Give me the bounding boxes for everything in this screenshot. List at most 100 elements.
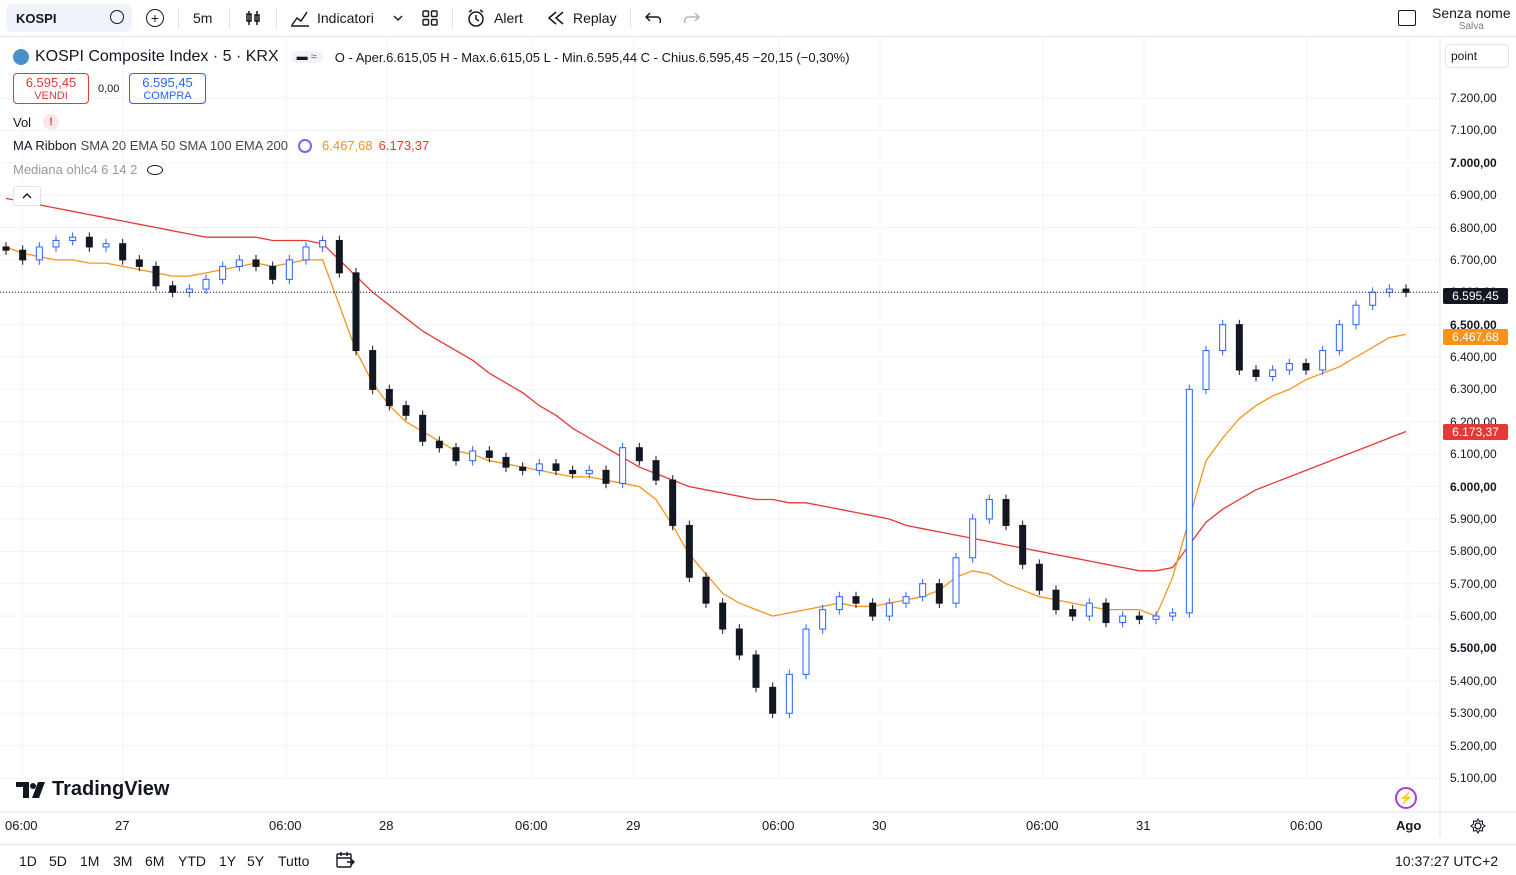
- alert-button[interactable]: Alert: [466, 4, 523, 32]
- buy-label: COMPRA: [143, 90, 192, 102]
- candle-body: [835, 596, 843, 611]
- range-button[interactable]: 6M: [145, 853, 165, 869]
- range-button[interactable]: Tutto: [278, 853, 310, 869]
- candle-body: [35, 246, 43, 261]
- price-axis-label: 5.400,00: [1450, 673, 1497, 688]
- chevron-up-icon: [22, 193, 32, 199]
- candle-body: [652, 460, 660, 481]
- replay-button[interactable]: Replay: [547, 4, 617, 32]
- plus-circle-icon: +: [146, 9, 164, 27]
- candle-body: [1052, 589, 1060, 611]
- add-symbol-button[interactable]: +: [144, 4, 166, 32]
- range-button[interactable]: 1D: [19, 853, 37, 869]
- indicator-templates-dropdown[interactable]: [393, 4, 403, 32]
- gear-icon: [1470, 817, 1486, 835]
- time-axis-label: 06:00: [762, 818, 795, 833]
- spread-value: 0,00: [98, 83, 120, 95]
- range-button[interactable]: 1M: [80, 853, 100, 869]
- ma-value-ema: 6.467,68: [322, 138, 373, 153]
- redo-button[interactable]: [682, 4, 700, 32]
- candle-body: [635, 447, 643, 462]
- indicators-icon: [291, 11, 309, 27]
- time-axis-label: Ago: [1396, 818, 1422, 833]
- candle-body: [885, 602, 893, 617]
- candle-body: [285, 259, 293, 280]
- time-axis-settings-button[interactable]: [1470, 817, 1486, 839]
- candle-body: [152, 265, 160, 287]
- time-axis-label: 06:00: [5, 818, 38, 833]
- candle-body: [2, 246, 10, 251]
- chevron-down-icon: [393, 15, 403, 21]
- range-button[interactable]: 1Y: [219, 853, 237, 869]
- goto-date-button[interactable]: [335, 851, 355, 874]
- clock[interactable]: 10:37:27 UTC+2: [1395, 853, 1499, 869]
- warning-icon[interactable]: !: [43, 114, 60, 130]
- candle-body: [1102, 602, 1110, 624]
- settings-icon[interactable]: [110, 10, 124, 24]
- candle-body: [1135, 615, 1143, 620]
- brand-label: TradingView: [52, 778, 170, 800]
- alert-label: Alert: [494, 10, 523, 26]
- lightning-icon[interactable]: ⚡: [1395, 787, 1417, 809]
- time-axis-label: 27: [115, 818, 130, 833]
- candle-body: [552, 463, 560, 471]
- candle-body: [385, 388, 393, 407]
- candle-body: [1302, 363, 1310, 371]
- price-axis-label: 5.600,00: [1450, 609, 1497, 624]
- interval-button[interactable]: 5m: [193, 4, 212, 32]
- ohlc-toggle[interactable]: ▬ ≈: [290, 51, 323, 63]
- candle-body: [1352, 304, 1360, 326]
- candle-body: [435, 440, 443, 449]
- candle-body: [819, 609, 827, 630]
- legend-median[interactable]: Mediana ohlc4 6 14 2: [13, 162, 164, 177]
- buy-button[interactable]: 6.595,45 COMPRA: [129, 73, 206, 104]
- candle-body: [1219, 324, 1227, 352]
- candle-body: [935, 583, 943, 604]
- scale-mode-select[interactable]: point: [1445, 44, 1509, 68]
- candle-body: [802, 628, 810, 675]
- indicators-button[interactable]: Indicatori: [290, 4, 374, 32]
- legend-vol[interactable]: Vol !: [13, 114, 60, 130]
- redo-icon: [683, 12, 700, 24]
- symbol-title[interactable]: KOSPI Composite Index · 5 · KRX: [35, 48, 279, 65]
- candle-body: [135, 259, 143, 267]
- price-axis-label: 6.900,00: [1450, 188, 1497, 203]
- candle-body: [1202, 350, 1210, 390]
- ema-price-tag: 6.467,68: [1443, 329, 1508, 345]
- symbol-search[interactable]: KOSPI: [6, 4, 132, 32]
- bottom-toolbar: 1D 5D 1M 3M 6M YTD 1Y 5Y Tutto 10:37:27 UTC+2: [0, 844, 1516, 875]
- candle-body: [19, 249, 27, 261]
- price-axis-label: 6.500,00: [1450, 317, 1497, 332]
- layout-button[interactable]: [421, 4, 439, 32]
- undo-button[interactable]: [645, 4, 663, 32]
- candle-body: [1185, 388, 1193, 614]
- candle-body: [535, 463, 543, 471]
- chart-type-button[interactable]: [244, 4, 262, 32]
- price-axis-label: 7.100,00: [1450, 123, 1497, 138]
- time-axis-label: 28: [379, 818, 394, 833]
- price-chart[interactable]: [0, 38, 1516, 838]
- tradingview-logo[interactable]: TradingView: [16, 778, 169, 801]
- range-button[interactable]: YTD: [178, 853, 206, 869]
- candle-body: [469, 450, 477, 462]
- eye-off-icon[interactable]: [147, 164, 164, 175]
- ma-params: SMA 20 EMA 50 SMA 100 EMA 200: [80, 138, 288, 153]
- buy-price: 6.595,45: [142, 75, 193, 90]
- candle-body: [169, 285, 177, 293]
- range-button[interactable]: 5D: [49, 853, 67, 869]
- collapse-legend-button[interactable]: [13, 186, 41, 206]
- layout-name[interactable]: Senza nome Salva: [1432, 5, 1511, 32]
- candle-body: [902, 596, 910, 604]
- candle-body: [685, 524, 693, 578]
- legend-ma-ribbon[interactable]: MA Ribbon SMA 20 EMA 50 SMA 100 EMA 200 …: [13, 138, 429, 153]
- candle-body: [752, 654, 760, 688]
- sell-price: 6.595,45: [25, 75, 77, 90]
- sell-button[interactable]: 6.595,45 VENDI: [13, 73, 89, 104]
- range-button[interactable]: 3M: [113, 853, 133, 869]
- price-axis-label: 5.100,00: [1450, 771, 1497, 785]
- save-layout-button[interactable]: [1398, 4, 1416, 32]
- interval-label: 5m: [193, 10, 213, 26]
- refresh-icon[interactable]: [298, 138, 312, 153]
- chart-pane[interactable]: [0, 38, 1516, 838]
- range-button[interactable]: 5Y: [247, 853, 265, 869]
